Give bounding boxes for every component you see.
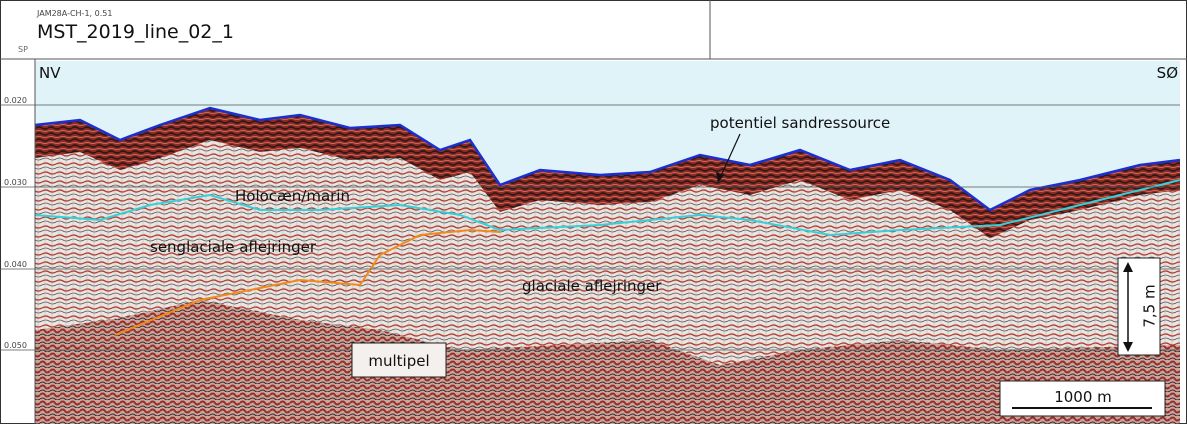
left-end-label: NV (39, 64, 61, 82)
resource-label: potentiel sandressource (710, 114, 890, 132)
time-tick: 0.020 (4, 96, 27, 105)
time-tick: 0.040 (4, 260, 27, 269)
time-tick: 0.030 (4, 178, 27, 187)
right-end-label: SØ (1157, 64, 1179, 82)
title: MST_2019_line_02_1 (37, 21, 234, 43)
glacial-label: glaciale aflejringer (522, 277, 662, 295)
horizontal-scale-label: 1000 m (1054, 388, 1112, 406)
seismic-screenshot: JAM28A-CH-1, 0.51 MST_2019_line_02_1 SP … (0, 0, 1187, 424)
sp-label: SP (18, 45, 28, 54)
multiple-label: multipel (368, 352, 429, 370)
lateglacial-label: senglaciale aflejringer (150, 238, 317, 256)
source-label: JAM28A-CH-1, 0.51 (36, 9, 112, 18)
time-tick: 0.050 (4, 341, 27, 350)
vertical-scale-label: 7,5 m (1141, 284, 1159, 327)
holocene-label: Holocæn/marin (235, 187, 350, 205)
